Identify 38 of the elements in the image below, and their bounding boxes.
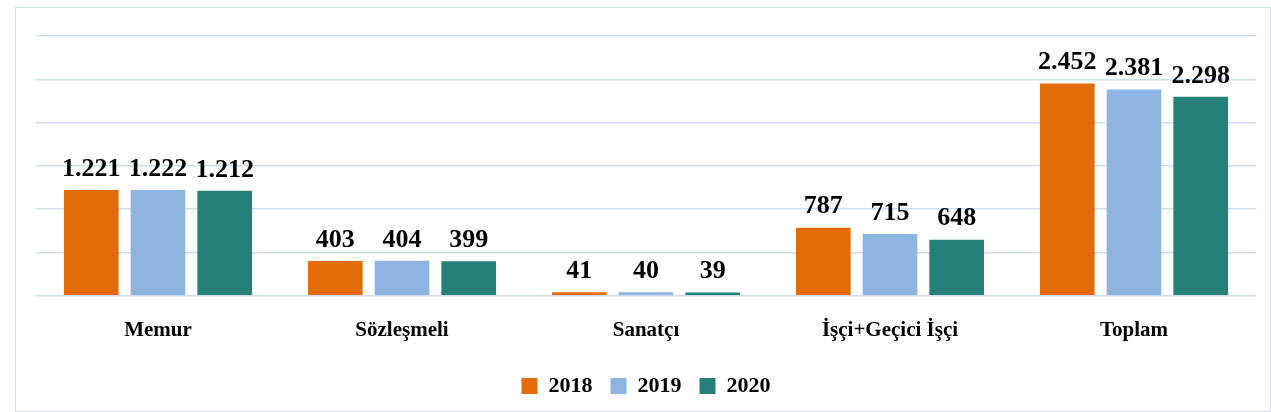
data-label: 399 (449, 223, 489, 253)
legend-label: 2019 (637, 371, 682, 397)
data-label: 39 (699, 255, 726, 285)
data-label: 715 (870, 196, 910, 226)
x-tick-label: Memur (124, 316, 192, 341)
data-label: 2.452 (1038, 46, 1097, 76)
bar (618, 292, 674, 296)
bar (374, 260, 430, 296)
bar (1039, 83, 1095, 296)
data-label: 2.381 (1104, 52, 1164, 82)
bar (929, 239, 985, 296)
x-tick-label: İşçi+Geçici İşçi (821, 316, 959, 341)
x-tick-label: Sözleşmeli (355, 316, 449, 341)
data-label: 403 (315, 223, 355, 253)
x-tick-label: Sanatçı (612, 316, 680, 341)
legend-label: 2020 (726, 371, 771, 397)
data-label: 1.222 (128, 152, 188, 182)
bar (685, 292, 741, 296)
bar (862, 233, 918, 296)
legend-label: 2018 (548, 371, 593, 397)
data-label: 1.212 (195, 153, 254, 183)
bar (307, 260, 363, 296)
bar (130, 189, 186, 296)
data-label: 1.221 (62, 152, 121, 182)
data-label: 404 (382, 223, 422, 253)
data-label: 787 (803, 190, 843, 220)
data-label: 648 (937, 202, 977, 232)
data-label: 40 (633, 255, 659, 285)
bar (795, 227, 851, 296)
x-tick-label: Toplam (1099, 316, 1169, 341)
bar (441, 261, 497, 296)
bar (1106, 89, 1162, 296)
bar (197, 190, 253, 296)
bar (63, 190, 119, 296)
data-label: 2.298 (1171, 59, 1230, 89)
data-label: 41 (566, 254, 593, 284)
bar (551, 292, 607, 296)
bar (1173, 96, 1229, 296)
